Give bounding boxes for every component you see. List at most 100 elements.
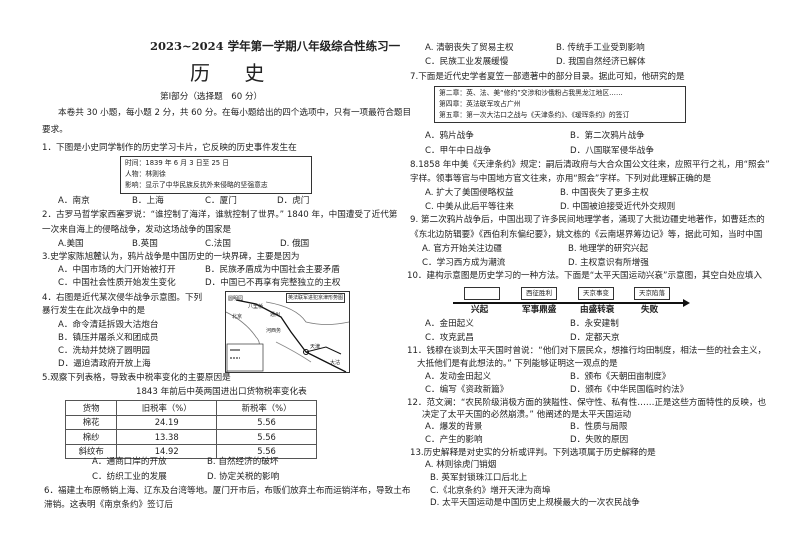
q4-option-c[interactable]: C．洗劫并焚烧了圆明园	[58, 346, 150, 356]
q4-stem: 暴行发生在此次战争中的是	[42, 306, 146, 316]
map-label: 八里桥	[248, 304, 264, 310]
card-line: 影响：显示了中华民族反抗外来侵略的坚强意志	[125, 181, 268, 189]
q6-option-c[interactable]: C．民族工业发展缓慢	[425, 57, 509, 67]
q8-stem: 8.1858 年中美《天津条约》规定：嗣后清政府与大合众国公文往来，应照平行之礼…	[410, 160, 770, 170]
subject-title: 历 史	[190, 61, 279, 85]
table-row: 斜纹布 14.92 5.56	[64, 443, 317, 459]
contents-line: 第二章：英、法、美“修约”交涉和沙俄粉占我黑龙江地区……	[439, 89, 623, 97]
q9-option-d[interactable]: D. 主权意识有所增强	[568, 258, 649, 268]
q13-option-d[interactable]: D. 太平天国运动是中国历史上规模最大的一次农民战争	[430, 498, 640, 508]
q5-option-d[interactable]: D. 协定关税的影响	[207, 472, 280, 482]
q6-option-b[interactable]: B. 传统手工业受到影响	[556, 43, 645, 53]
q9-stem: 9. 第二次鸦片战争后，中国出现了许多民间地理学者，涌现了大批边疆史地著作，如曹…	[410, 215, 765, 225]
q8-option-b[interactable]: B. 中国丧失了更多主权	[560, 188, 649, 198]
map-label: 圆明园	[228, 296, 244, 302]
timeline-box: 天京事变	[578, 287, 614, 300]
table-cell: 24.19	[116, 414, 218, 430]
map-label: 天津	[310, 344, 321, 350]
q6-stem: 滞销。这表明《南京条约》签订后	[44, 500, 173, 510]
q3-stem: 3.史学家陈旭麓认为，鸦片战争是中国历史的一块界碑，主要是因为	[42, 252, 300, 262]
q12-stem: 决定了太平天国的必然崩溃。” 他阐述的是太平天国运动	[422, 410, 632, 420]
map-label: 通州	[270, 312, 281, 318]
q1-option-d[interactable]: D．虎门	[277, 196, 310, 206]
q13-option-b[interactable]: B. 英军封锁珠江口后北上	[430, 473, 528, 483]
table-row: 棉花 24.19 5.56	[64, 414, 317, 430]
timeline-box: 天京陷落	[634, 287, 670, 300]
q7-option-a[interactable]: A．鸦片战争	[425, 131, 474, 141]
q10-option-d[interactable]: D．定都天京	[570, 333, 620, 343]
card-line: 时间：1839 年 6 月 3 日至 25 日	[125, 159, 230, 167]
q10-option-a[interactable]: A．金田起义	[425, 319, 474, 329]
q3-option-a[interactable]: A．中国市场的大门开始被打开	[58, 265, 176, 275]
q7-contents-box: 第二章：英、法、美“修约”交涉和沙俄粉占我黑龙江地区…… 第四章：英法联军攻占广…	[434, 86, 686, 123]
q7-option-c[interactable]: C．甲午中日战争	[425, 146, 492, 156]
q7-option-d[interactable]: D．八国联军侵华战争	[570, 146, 654, 156]
q1-option-c[interactable]: C．厦门	[205, 196, 237, 206]
q12-option-d[interactable]: D．失败的原因	[570, 435, 629, 445]
q3-option-d[interactable]: D．中国已不再享有完整独立的主权	[205, 278, 341, 288]
q1-option-a[interactable]: A．南京	[58, 196, 90, 206]
q8-option-c[interactable]: C. 中美从此后平等往来	[425, 202, 514, 212]
q11-option-a[interactable]: A．发动金田起义	[425, 372, 492, 382]
q8-option-a[interactable]: A. 扩大了美国侵略权益	[425, 188, 514, 198]
map-label: 河西务	[266, 328, 282, 334]
q11-stem: 大抵他们是有此想法的。” 下列能够证明这一观点的是	[417, 359, 618, 369]
q5-option-c[interactable]: C．纺织工业的发展	[92, 472, 167, 482]
contents-line: 第四章：英法联军攻占广州	[439, 100, 521, 108]
q2-option-a[interactable]: A.美国	[58, 239, 84, 249]
q9-option-b[interactable]: B. 地理学的研究兴起	[568, 244, 649, 254]
q4-option-d[interactable]: D．逼迫清政府开放上海	[58, 359, 151, 369]
q7-option-b[interactable]: B．第二次鸦片战争	[570, 131, 645, 141]
blank-box[interactable]	[464, 287, 500, 300]
q6-option-a[interactable]: A. 清朝丧失了贸易主权	[425, 43, 514, 53]
q9-option-c[interactable]: C．学习西方成为潮流	[422, 258, 506, 268]
q10-option-b[interactable]: B．永安建制	[570, 319, 619, 329]
q3-option-b[interactable]: B．民族矛盾成为中国社会主要矛盾	[205, 265, 340, 275]
war-map: 英法联军进犯京津形势图 圆明园 八里桥 通州 北京 河西务 天津 大沽	[225, 291, 350, 373]
part-heading: 第Ⅰ部分（选择题 60 分）	[160, 92, 263, 102]
stage-label: 军事鼎盛	[522, 305, 557, 315]
q8-option-d[interactable]: D. 中国被迫接受近代外交规则	[560, 202, 676, 212]
q11-option-c[interactable]: C．编写《资政新篇》	[425, 385, 509, 395]
map-label: 大沽	[330, 360, 341, 366]
map-label: 北京	[232, 314, 243, 320]
q10-option-c[interactable]: C．攻克武昌	[425, 333, 474, 343]
q11-option-b[interactable]: B．颁布《天朝田亩制度》	[570, 372, 671, 382]
q9-option-a[interactable]: A. 官方开始关注边疆	[422, 244, 502, 254]
q1-card: 时间：1839 年 6 月 3 日至 25 日 人物：林则徐 影响：显示了中华民…	[120, 156, 312, 194]
q2-option-b[interactable]: B.英国	[132, 239, 158, 249]
q2-option-c[interactable]: C.法国	[205, 239, 231, 249]
q7-stem: 7.下面是近代史学者夏笠一部遗著中的部分目录。据此可知，他研究的是	[410, 72, 685, 82]
q11-option-d[interactable]: D．颁布《中华民国临时约法》	[570, 385, 689, 395]
stage-label: 失败	[641, 305, 659, 315]
q2-option-d[interactable]: D. 俄国	[280, 239, 310, 249]
table-header: 货物	[64, 400, 118, 416]
q9-stem: 《东北边防辑要》《西伯利东偏纪要》，姚文栋的《云南堪界筹边记》等，据此可知，当时…	[410, 230, 763, 240]
q1-option-b[interactable]: B．上海	[132, 196, 164, 206]
q6-option-d[interactable]: D. 我国自然经济已解体	[556, 57, 646, 67]
q13-option-a[interactable]: A. 林则徐虎门销烟	[425, 460, 497, 470]
q12-option-b[interactable]: B．性质与局限	[570, 422, 628, 432]
q10-stem: 10．建构示意图是历史学习的一种方法。下面是“太平天国运动兴衰”示意图，其空白处…	[407, 271, 762, 281]
q12-option-a[interactable]: A．爆发的背景	[425, 422, 483, 432]
table-header: 新税率（%）	[216, 400, 317, 416]
q13-stem: 13.历史解释是对史实的分析或评判。下列选项属于历史解释的是	[410, 448, 656, 458]
instructions-line: 要求。	[42, 125, 68, 135]
table-cell: 5.56	[216, 443, 317, 459]
map-drawing	[226, 299, 349, 372]
card-line: 人物：林则徐	[125, 170, 166, 178]
q3-option-c[interactable]: C．中国社会性质开始发生变化	[58, 278, 176, 288]
timeline-arrow	[453, 302, 685, 304]
arrow-head-icon	[683, 299, 690, 307]
table-cell: 5.56	[216, 429, 317, 445]
q4-option-a[interactable]: A．命令清廷拆毁大沽炮台	[58, 320, 159, 330]
q12-option-c[interactable]: C．产生的影响	[425, 435, 483, 445]
q5-option-b[interactable]: B. 自然经济的破坏	[207, 457, 279, 467]
q1-stem: 1．下图是小史同学制作的历史学习卡片，它反映的历史事件发生在	[42, 143, 297, 153]
q13-option-c[interactable]: C.《北京条约》增开天津为商埠	[430, 486, 551, 496]
q2-stem: 一次来自海上的侵略战争，发动这场战争的国家是	[42, 225, 232, 235]
exam-title: 2023~2024 学年第一学期八年级综合性练习一	[150, 39, 401, 53]
q4-option-b[interactable]: B．镇压并屠杀义和团成员	[58, 333, 159, 343]
q5-option-a[interactable]: A．通商口岸的开放	[92, 457, 167, 467]
table-row: 棉纱 13.38 5.56	[64, 429, 317, 445]
